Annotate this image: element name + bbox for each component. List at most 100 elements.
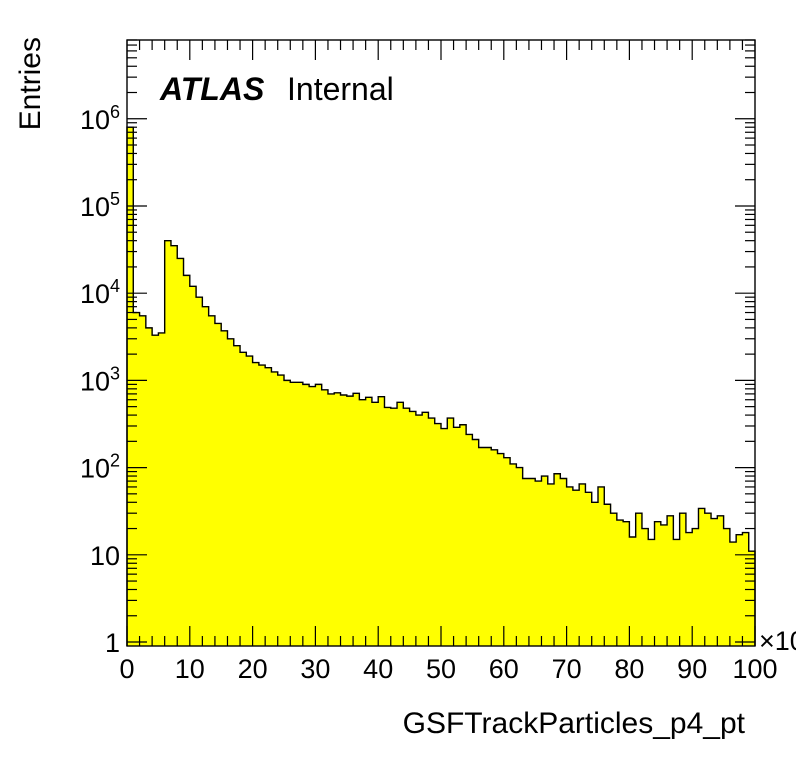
histogram-bin — [277, 375, 285, 646]
x-tick-label: 100 — [732, 654, 777, 684]
histogram-bin — [497, 453, 505, 646]
histogram-bin — [748, 551, 756, 646]
histogram-bin — [585, 492, 593, 646]
y-axis-title: Entries — [14, 37, 47, 130]
histogram-bin — [315, 384, 323, 646]
histogram-bin — [327, 393, 335, 646]
x-tick-label: 20 — [238, 654, 268, 684]
histogram-bin — [604, 504, 612, 646]
histogram-bin — [158, 332, 166, 646]
histogram-bin — [208, 315, 216, 646]
x-tick-label: 80 — [614, 654, 644, 684]
histogram-bin — [340, 394, 348, 646]
histogram-bin — [127, 127, 134, 646]
histogram-bin — [196, 297, 203, 646]
histogram-bin — [371, 402, 379, 646]
y-tick-label: 10 — [90, 541, 120, 571]
histogram-bin — [641, 528, 649, 646]
y-tick-label: 102 — [80, 451, 120, 484]
histogram-bin — [554, 473, 561, 646]
x-axis-title: GSFTrackParticles_p4_pt — [403, 707, 746, 740]
histogram-bin — [384, 407, 392, 646]
histogram-bin — [579, 483, 587, 646]
x-tick-label: 30 — [300, 654, 330, 684]
histogram-bin — [711, 518, 718, 646]
histogram-bin — [704, 513, 712, 646]
histogram-bin — [717, 515, 725, 646]
histogram-bin — [415, 415, 423, 646]
histogram-bin — [598, 486, 605, 646]
histogram-bin — [729, 542, 737, 646]
histogram-bin — [202, 306, 210, 646]
histogram-bin — [648, 539, 656, 646]
histogram-bin — [541, 476, 549, 646]
histogram-bin — [164, 240, 172, 646]
histogram-bin — [528, 478, 536, 646]
histogram-bin — [434, 423, 442, 646]
histogram-bin — [591, 502, 599, 646]
histogram-bin — [133, 312, 141, 646]
histogram-bin — [447, 418, 455, 646]
histogram-bin — [566, 486, 574, 646]
histogram-bin — [214, 323, 222, 646]
histogram-bin — [258, 365, 266, 646]
histogram-bin — [459, 424, 467, 646]
histogram-bin — [233, 345, 241, 646]
histogram-bin — [284, 380, 291, 646]
x-tick-label: 0 — [119, 654, 134, 684]
histogram-bin — [271, 371, 279, 646]
x-tick-label: 40 — [363, 654, 393, 684]
y-tick-label: 106 — [80, 102, 120, 135]
histogram-bin — [478, 447, 486, 646]
histogram-bin — [522, 478, 530, 646]
histogram-bin — [221, 330, 229, 646]
histogram-bin — [441, 428, 448, 646]
histogram-bin — [679, 513, 687, 646]
x-tick-label: 70 — [552, 654, 582, 684]
histogram-bin — [139, 315, 147, 646]
histogram-bin — [428, 418, 436, 646]
x-tick-label: 90 — [677, 654, 707, 684]
histogram-bin — [673, 539, 681, 646]
histogram-bin — [346, 396, 354, 646]
histogram-bin — [560, 478, 568, 646]
histogram-bin — [302, 384, 310, 646]
histogram-bin — [409, 411, 417, 646]
histogram-bin — [616, 520, 624, 646]
histogram-bin — [321, 389, 329, 646]
histogram-bin — [359, 399, 367, 646]
histogram-bin — [610, 513, 618, 646]
y-tick-label: 1 — [105, 628, 120, 658]
histogram-bin — [365, 397, 373, 646]
x-axis-multiplier: ×10³ — [759, 626, 796, 656]
histogram-bin — [296, 382, 304, 646]
y-tick-label: 105 — [80, 189, 120, 222]
x-tick-labels: 0 10 20 30 40 50 60 70 80 90 100 — [119, 654, 777, 684]
histogram-bin — [403, 408, 411, 646]
histogram-bin — [535, 481, 543, 646]
histogram-bin — [547, 483, 555, 646]
histogram-bin — [252, 362, 260, 646]
histogram-bin — [227, 338, 235, 646]
histogram-bin — [572, 490, 580, 646]
histogram-bin — [183, 275, 191, 646]
histogram-bin — [484, 447, 492, 646]
histogram-bin — [723, 528, 731, 646]
histogram-bin — [177, 258, 185, 646]
histogram-bin — [309, 386, 316, 646]
histogram-outline — [126, 126, 756, 646]
histogram-bin — [491, 449, 499, 646]
histogram-bin — [353, 393, 360, 646]
histogram-bin — [334, 392, 342, 646]
histogram-bin — [510, 463, 517, 646]
histogram-bin — [422, 412, 430, 646]
histogram-bin — [246, 356, 254, 646]
histogram-bars — [127, 127, 756, 647]
histogram-bin — [170, 245, 178, 647]
histogram-bin — [623, 521, 630, 646]
histogram-bin — [189, 286, 197, 646]
histogram-bin — [472, 439, 480, 646]
atlas-label: ATLAS — [159, 71, 265, 107]
histogram-bin — [503, 457, 511, 646]
